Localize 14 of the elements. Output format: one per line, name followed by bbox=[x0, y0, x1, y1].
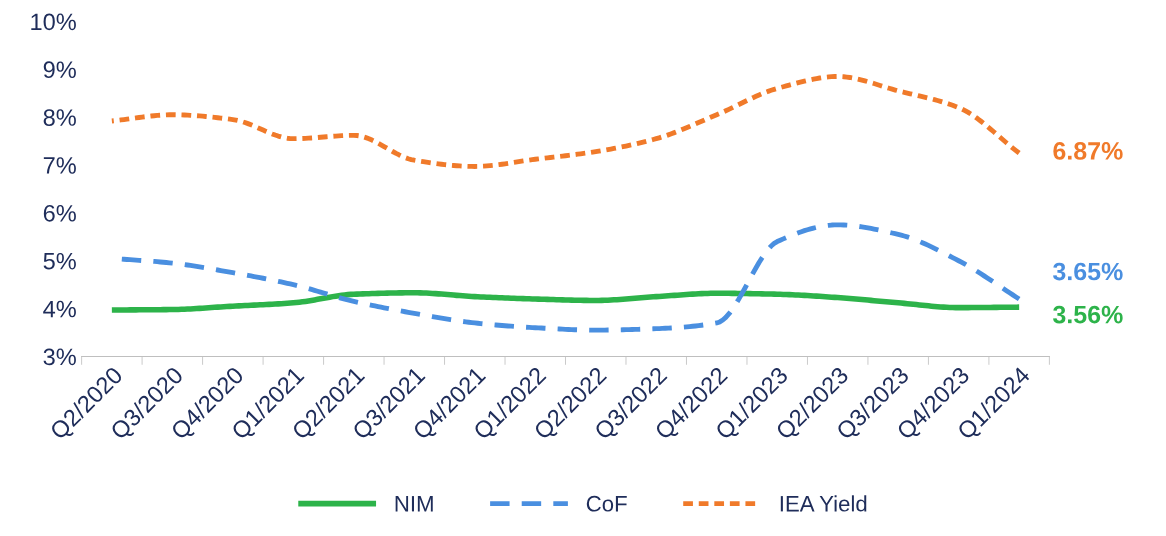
y-tick-label: 6% bbox=[43, 204, 76, 222]
annotation: 6.87% bbox=[1053, 142, 1123, 160]
y-tick-label: 7% bbox=[43, 157, 76, 174]
y-tick-label: 4% bbox=[43, 300, 76, 318]
legend-label: CoF bbox=[586, 495, 627, 512]
y-tick-label: 10% bbox=[31, 13, 76, 31]
annotation: 3.65% bbox=[1053, 262, 1123, 281]
annotation: 3.56% bbox=[1053, 305, 1123, 324]
y-tick-label: 3% bbox=[43, 348, 76, 366]
legend-label: IEA Yield bbox=[780, 495, 867, 512]
y-tick-label: 5% bbox=[43, 252, 76, 270]
legend-label: NIM bbox=[395, 496, 433, 512]
y-tick-label: 9% bbox=[43, 61, 76, 79]
y-tick-label: 8% bbox=[43, 109, 76, 126]
